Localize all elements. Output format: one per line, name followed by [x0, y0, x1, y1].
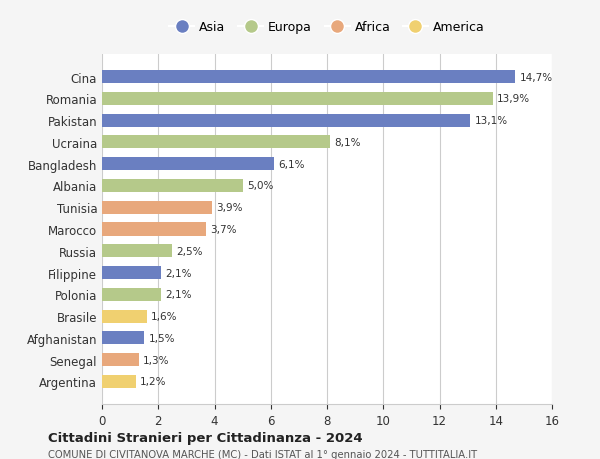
Text: 2,1%: 2,1% [165, 290, 192, 300]
Text: 3,9%: 3,9% [216, 203, 242, 213]
Bar [102, 375, 136, 388]
Bar [102, 331, 144, 345]
Bar [102, 71, 515, 84]
Text: 13,1%: 13,1% [475, 116, 508, 126]
Text: 1,6%: 1,6% [151, 311, 178, 321]
Bar [102, 201, 212, 214]
Bar [102, 93, 493, 106]
Text: 6,1%: 6,1% [278, 159, 304, 169]
Text: Cittadini Stranieri per Cittadinanza - 2024: Cittadini Stranieri per Cittadinanza - 2… [48, 431, 362, 444]
Text: 1,2%: 1,2% [140, 376, 166, 386]
Text: 1,3%: 1,3% [143, 355, 169, 365]
Bar [102, 158, 274, 171]
Bar [102, 223, 206, 236]
Text: 13,9%: 13,9% [497, 94, 530, 104]
Legend: Asia, Europa, Africa, America: Asia, Europa, Africa, America [164, 16, 490, 39]
Bar [102, 136, 330, 149]
Text: 8,1%: 8,1% [334, 138, 361, 148]
Text: 2,1%: 2,1% [165, 268, 192, 278]
Text: 3,7%: 3,7% [210, 224, 237, 235]
Text: 2,5%: 2,5% [176, 246, 203, 256]
Text: 5,0%: 5,0% [247, 181, 273, 191]
Bar [102, 310, 147, 323]
Bar [102, 353, 139, 366]
Bar [102, 266, 161, 280]
Bar [102, 245, 172, 258]
Text: 1,5%: 1,5% [148, 333, 175, 343]
Text: 14,7%: 14,7% [520, 73, 553, 83]
Bar [102, 288, 161, 301]
Text: COMUNE DI CIVITANOVA MARCHE (MC) - Dati ISTAT al 1° gennaio 2024 - TUTTITALIA.IT: COMUNE DI CIVITANOVA MARCHE (MC) - Dati … [48, 449, 477, 459]
Bar [102, 114, 470, 128]
Bar [102, 179, 242, 193]
